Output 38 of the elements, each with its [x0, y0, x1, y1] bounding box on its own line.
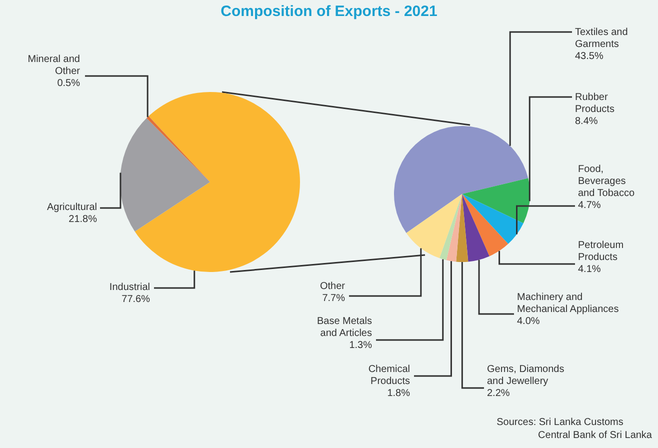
slice-label: Rubber Products: [575, 92, 614, 115]
pie-slice: [462, 194, 524, 244]
slice-label: Machinery and Mechanical Appliances: [517, 292, 619, 315]
slice-label: Gems, Diamonds and Jewellery: [487, 364, 564, 387]
data-label: 4.1%: [578, 264, 601, 275]
data-label: 8.4%: [575, 116, 598, 127]
slice-label: Agricultural: [46, 202, 97, 213]
slice-label: Mineral and Other: [28, 54, 81, 77]
slice-label: Base Metals and Articles: [316, 316, 372, 339]
slice-label: Food, Beverages and Tobacco: [578, 164, 635, 199]
data-label: 4.0%: [517, 316, 540, 327]
slice-label: Petroleum Products: [578, 240, 624, 263]
pie-slice: [134, 92, 300, 272]
slice-label: Other: [320, 281, 346, 292]
pie-slice: [462, 178, 530, 224]
pie-slice: [462, 194, 490, 262]
data-label: 21.8%: [68, 214, 98, 225]
pie-slice: [120, 118, 210, 232]
data-label: 77.6%: [122, 294, 150, 305]
data-label: 7.7%: [322, 293, 346, 304]
pie-slice: [462, 194, 508, 256]
data-label: 2.2%: [487, 388, 510, 399]
data-label: 0.5%: [57, 78, 80, 89]
data-label: 43.5%: [575, 51, 604, 62]
data-label: 1.8%: [387, 388, 410, 399]
slice-label: Chemical Products: [368, 364, 410, 387]
slice-label: Textiles and Garments: [575, 27, 628, 50]
data-label: 1.3%: [349, 340, 372, 351]
pie-slice: [394, 126, 528, 234]
slice-label: Industrial: [109, 282, 150, 293]
chart-title: Composition of Exports - 2021: [220, 3, 438, 20]
pie-slice: [446, 194, 462, 262]
data-label: 4.7%: [578, 200, 601, 211]
pie-slice: [406, 194, 462, 258]
pie-slice: [440, 194, 462, 260]
pie-slice: [146, 116, 210, 182]
pie-slice: [456, 194, 468, 262]
source-note: Sources: Sri Lanka Customs Central Bank of Sri Lanka: [496, 417, 652, 441]
